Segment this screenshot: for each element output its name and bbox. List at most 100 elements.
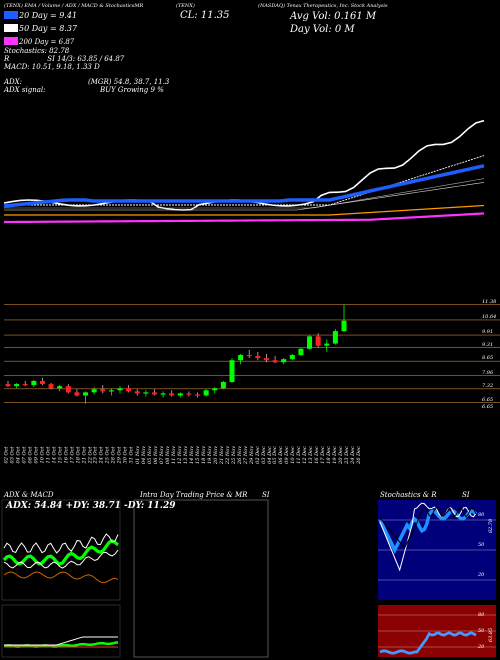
plus-di-line — [2, 539, 120, 566]
candle-body — [255, 356, 261, 359]
candle-body — [143, 392, 149, 394]
legend-adx: ADX: — [4, 78, 23, 86]
candle-body — [117, 388, 123, 391]
main-chart — [3, 119, 500, 404]
candle-body — [65, 386, 71, 393]
candlesticks — [5, 304, 347, 404]
candle-body — [246, 355, 252, 357]
candle-body — [281, 359, 287, 363]
ema-gray-1 — [4, 178, 485, 209]
price-tick: 10.64 — [482, 313, 497, 320]
candle-body — [341, 320, 347, 332]
price-tick: 7.96 — [482, 369, 494, 376]
stoch-value: 82.78 — [488, 518, 495, 534]
candle-body — [289, 355, 295, 360]
date-tick: 08 Oct — [27, 446, 34, 464]
macd-line — [4, 636, 118, 646]
date-tick: 03 Dec — [260, 446, 267, 464]
legend-adx-values: (MGR) 54.8, 38.7, 11.3 — [88, 78, 170, 86]
candle-body — [74, 392, 80, 396]
dma50-line — [4, 204, 485, 216]
candle-body — [48, 384, 54, 389]
candle-body — [263, 358, 269, 361]
date-tick: 02 Dec — [254, 446, 261, 464]
intraday-si: SI — [262, 491, 270, 499]
candle-body — [91, 389, 97, 393]
ticker: (TENX) — [176, 3, 195, 9]
price-tick: 9.31 — [482, 341, 494, 348]
avg-volume: Avg Vol: 0.161 M — [290, 11, 377, 22]
rsi-line — [379, 631, 477, 655]
ema-line — [4, 155, 485, 206]
legend-50day: 50 Day = 8.37 — [4, 24, 77, 33]
stochastics-title: Stochastics & R — [380, 491, 437, 499]
rsi-value: 63.85 — [488, 627, 495, 643]
rsi-tick-80: 80 — [478, 612, 485, 618]
candle-body — [229, 360, 235, 382]
dma200-line — [3, 212, 485, 224]
candle-body — [298, 348, 304, 355]
candle-body — [212, 388, 218, 391]
price-tick: 8.65 — [482, 355, 494, 362]
candle-body — [31, 380, 37, 386]
legend-adx-signal-value: BUY Growing 9 % — [100, 86, 164, 94]
date-tick: 26 Nov — [236, 445, 243, 465]
dma20-line — [3, 164, 485, 208]
candle-body — [151, 392, 157, 395]
candle-body — [220, 381, 226, 389]
ema-gray-2 — [4, 182, 485, 211]
price-tick: 6.65 — [482, 403, 494, 410]
adx-macd-title: ADX & MACD — [4, 491, 54, 499]
intraday-title: Intra Day Trading Price & MR — [140, 491, 248, 499]
price-tick: 9.91 — [482, 329, 494, 336]
date-tick: 27 Nov — [242, 445, 249, 465]
stochastics-si: SI — [462, 491, 470, 499]
candle-body — [177, 393, 183, 396]
date-tick: 29 Nov — [248, 445, 255, 465]
legend-swatch-50day — [4, 24, 18, 32]
date-tick: 18 Oct — [75, 446, 82, 464]
candle-body — [307, 336, 313, 349]
stoch-tick-80: 80 — [478, 512, 485, 518]
candle-body — [5, 384, 11, 387]
rsi-tick-20: 20 — [478, 644, 485, 650]
candle-body — [186, 393, 192, 395]
candle-body — [272, 360, 278, 363]
price-line — [3, 119, 485, 211]
date-tick: 15 Nov — [194, 445, 201, 465]
candle-body — [83, 392, 89, 396]
candle-body — [39, 380, 45, 385]
stoch-tick-20: 20 — [478, 572, 485, 578]
stoch-black-line — [379, 506, 477, 549]
adx-reading: ADX: 54.84 +DY: 38.71 -DY: 11.29 — [6, 501, 176, 511]
candle-body — [169, 393, 175, 396]
date-tick: 19 Nov — [206, 445, 213, 465]
date-tick: 31 Oct — [128, 446, 135, 464]
date-tick: 22 Nov — [224, 445, 231, 465]
date-tick: 18 Nov — [200, 445, 207, 465]
company-title: (NASDAQ) Tenax Therapeutics, Inc. Stock … — [258, 3, 388, 9]
adx-line-2 — [3, 549, 119, 569]
stoch-k-line — [378, 509, 478, 554]
date-tick: 16 Oct — [63, 446, 70, 464]
legend-200day: 200 Day = 6.87 — [4, 37, 74, 47]
candle-body — [126, 388, 132, 392]
date-tick: 09 Oct — [33, 446, 40, 464]
legend-si: R SI 14/3: 63.85 / 64.87 — [4, 55, 125, 63]
date-tick: 11 Oct — [45, 446, 52, 464]
moving-average-lines — [3, 119, 485, 224]
legend-macd: MACD: 10.51, 9.18, 1.33 D — [4, 63, 100, 71]
price-gridlines — [4, 304, 500, 404]
stoch-d-line — [379, 502, 477, 572]
minus-di-line — [3, 571, 119, 584]
legend-swatch-20day — [4, 11, 18, 19]
candle-body — [315, 336, 321, 346]
candle-body — [14, 384, 20, 387]
date-tick: 26 Dec — [355, 446, 362, 464]
candle-body — [134, 391, 140, 394]
candle-body — [108, 390, 114, 392]
rsi-tick-50: 50 — [478, 628, 485, 634]
candle-body — [160, 393, 166, 395]
chart-header: (TENX) EMA / Volume / ADX / MACD & Stoch… — [4, 3, 144, 9]
